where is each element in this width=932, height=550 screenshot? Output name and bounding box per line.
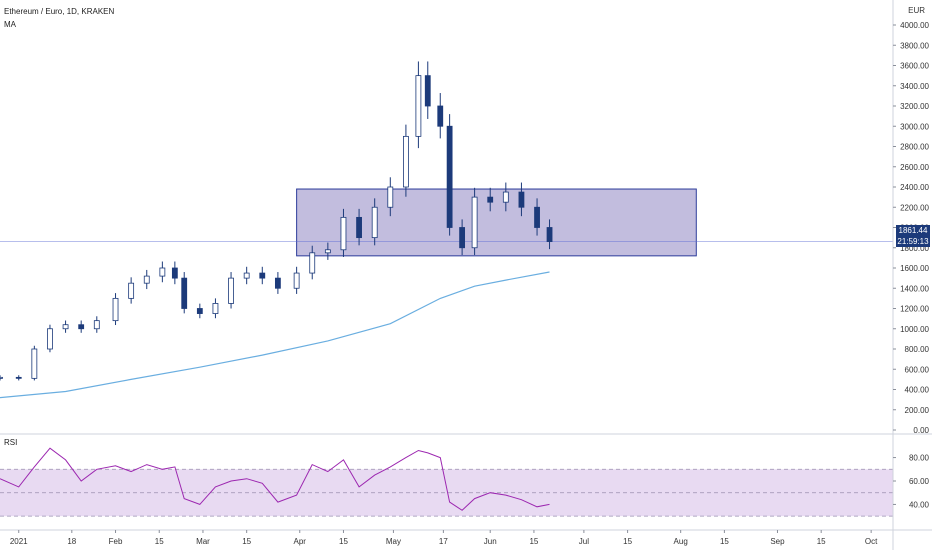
price-tick-label: 3800.00: [900, 41, 929, 50]
candle-body[interactable]: [471, 196, 478, 249]
rsi-label: RSI: [4, 438, 17, 447]
time-tick-label: 15: [623, 537, 632, 546]
candle-body[interactable]: [415, 75, 422, 137]
time-tick-label: Aug: [674, 537, 688, 546]
candle-body[interactable]: [502, 191, 509, 203]
candle-body[interactable]: [78, 324, 85, 330]
time-tick-label: May: [386, 537, 401, 546]
rsi-pane[interactable]: [0, 447, 893, 517]
time-tick-label: 15: [242, 537, 251, 546]
resistance-zone[interactable]: [296, 188, 697, 257]
last-price-tag: 1861.44: [899, 226, 928, 235]
moving-average-line: [0, 271, 550, 399]
currency-label: EUR: [908, 6, 925, 15]
candle-body[interactable]: [487, 196, 494, 203]
candle-body[interactable]: [371, 206, 378, 239]
price-tick-label: 1000.00: [900, 325, 929, 334]
price-tick-label: 2600.00: [900, 163, 929, 172]
countdown-tag-bg: [896, 236, 930, 247]
price-tick-label: 2400.00: [900, 183, 929, 192]
candle-body[interactable]: [293, 272, 300, 289]
time-tick-label: Mar: [196, 537, 210, 546]
candle-body[interactable]: [212, 303, 219, 314]
rsi-tick-label: 60.00: [909, 477, 930, 486]
candle-body[interactable]: [459, 227, 466, 249]
time-tick-label: 15: [529, 537, 538, 546]
candle-body[interactable]: [0, 376, 3, 379]
price-tick-label: 0.00: [913, 426, 929, 435]
candle-body[interactable]: [340, 216, 347, 251]
candle-body[interactable]: [403, 135, 409, 188]
candle-body[interactable]: [171, 267, 178, 279]
countdown-tag: 21:59:13: [897, 237, 929, 246]
price-tick-label: 2800.00: [900, 143, 929, 152]
price-tick-label: 1600.00: [900, 264, 929, 273]
price-tick-label: 200.00: [905, 406, 930, 415]
candle-body[interactable]: [181, 277, 188, 309]
time-tick-label: 15: [155, 537, 164, 546]
price-tick-label: 600.00: [905, 365, 930, 374]
candle-body[interactable]: [518, 191, 525, 208]
price-tick-label: 3600.00: [900, 62, 929, 71]
candle-body[interactable]: [228, 277, 234, 304]
candle-body[interactable]: [356, 216, 362, 239]
time-tick-label: 18: [67, 537, 76, 546]
time-tick-label: 2021: [10, 537, 28, 546]
candle-body[interactable]: [159, 267, 166, 277]
candle-body[interactable]: [62, 324, 69, 330]
indicator-label: MA: [4, 20, 17, 29]
price-tag-bg: [896, 225, 930, 236]
time-tick-label: Jul: [579, 537, 589, 546]
candle-body[interactable]: [446, 125, 453, 228]
time-tick-label: Apr: [294, 537, 307, 546]
time-tick-label: 15: [720, 537, 729, 546]
candle-body[interactable]: [196, 308, 203, 314]
candle-body[interactable]: [112, 297, 119, 322]
candle-body[interactable]: [259, 272, 266, 279]
time-tick-label: Oct: [865, 537, 878, 546]
time-tick-label: Feb: [109, 537, 123, 546]
price-tick-label: 3400.00: [900, 82, 929, 91]
time-tick-label: 15: [817, 537, 826, 546]
rsi-line: [0, 447, 550, 511]
time-tick-label: Sep: [770, 537, 785, 546]
price-tick-label: 1400.00: [900, 284, 929, 293]
price-tick-label: 2200.00: [900, 203, 929, 212]
candle-body[interactable]: [93, 320, 100, 330]
candle-body[interactable]: [31, 348, 38, 379]
price-tick-label: 1200.00: [900, 305, 929, 314]
candle-body[interactable]: [534, 206, 540, 228]
price-tick-label: 3000.00: [900, 122, 929, 131]
price-tick-label: 3200.00: [900, 102, 929, 111]
chart-title: Ethereum / Euro, 1D, KRAKEN: [4, 7, 114, 16]
candle-body[interactable]: [15, 376, 22, 379]
candle-body[interactable]: [143, 275, 150, 284]
candle-body[interactable]: [128, 282, 135, 299]
candle-body[interactable]: [324, 249, 331, 254]
candle-body[interactable]: [47, 328, 53, 350]
candle-body[interactable]: [546, 227, 553, 242]
price-tick-label: 400.00: [905, 386, 930, 395]
candle-body[interactable]: [243, 272, 250, 279]
candle-body[interactable]: [424, 75, 431, 107]
price-tick-label: 800.00: [905, 345, 930, 354]
rsi-tick-label: 80.00: [909, 454, 930, 463]
time-tick-label: 15: [339, 537, 348, 546]
price-tick-label: 1800.00: [900, 244, 929, 253]
candle-body[interactable]: [309, 252, 316, 274]
price-pane[interactable]: [0, 61, 893, 399]
candle-body[interactable]: [387, 186, 394, 208]
candle-body[interactable]: [437, 105, 444, 127]
rsi-tick-label: 40.00: [909, 500, 930, 509]
time-tick-label: Jun: [484, 537, 497, 546]
candle-body[interactable]: [274, 277, 281, 289]
time-tick-label: 17: [439, 537, 448, 546]
price-tick-label: 4000.00: [900, 21, 929, 30]
